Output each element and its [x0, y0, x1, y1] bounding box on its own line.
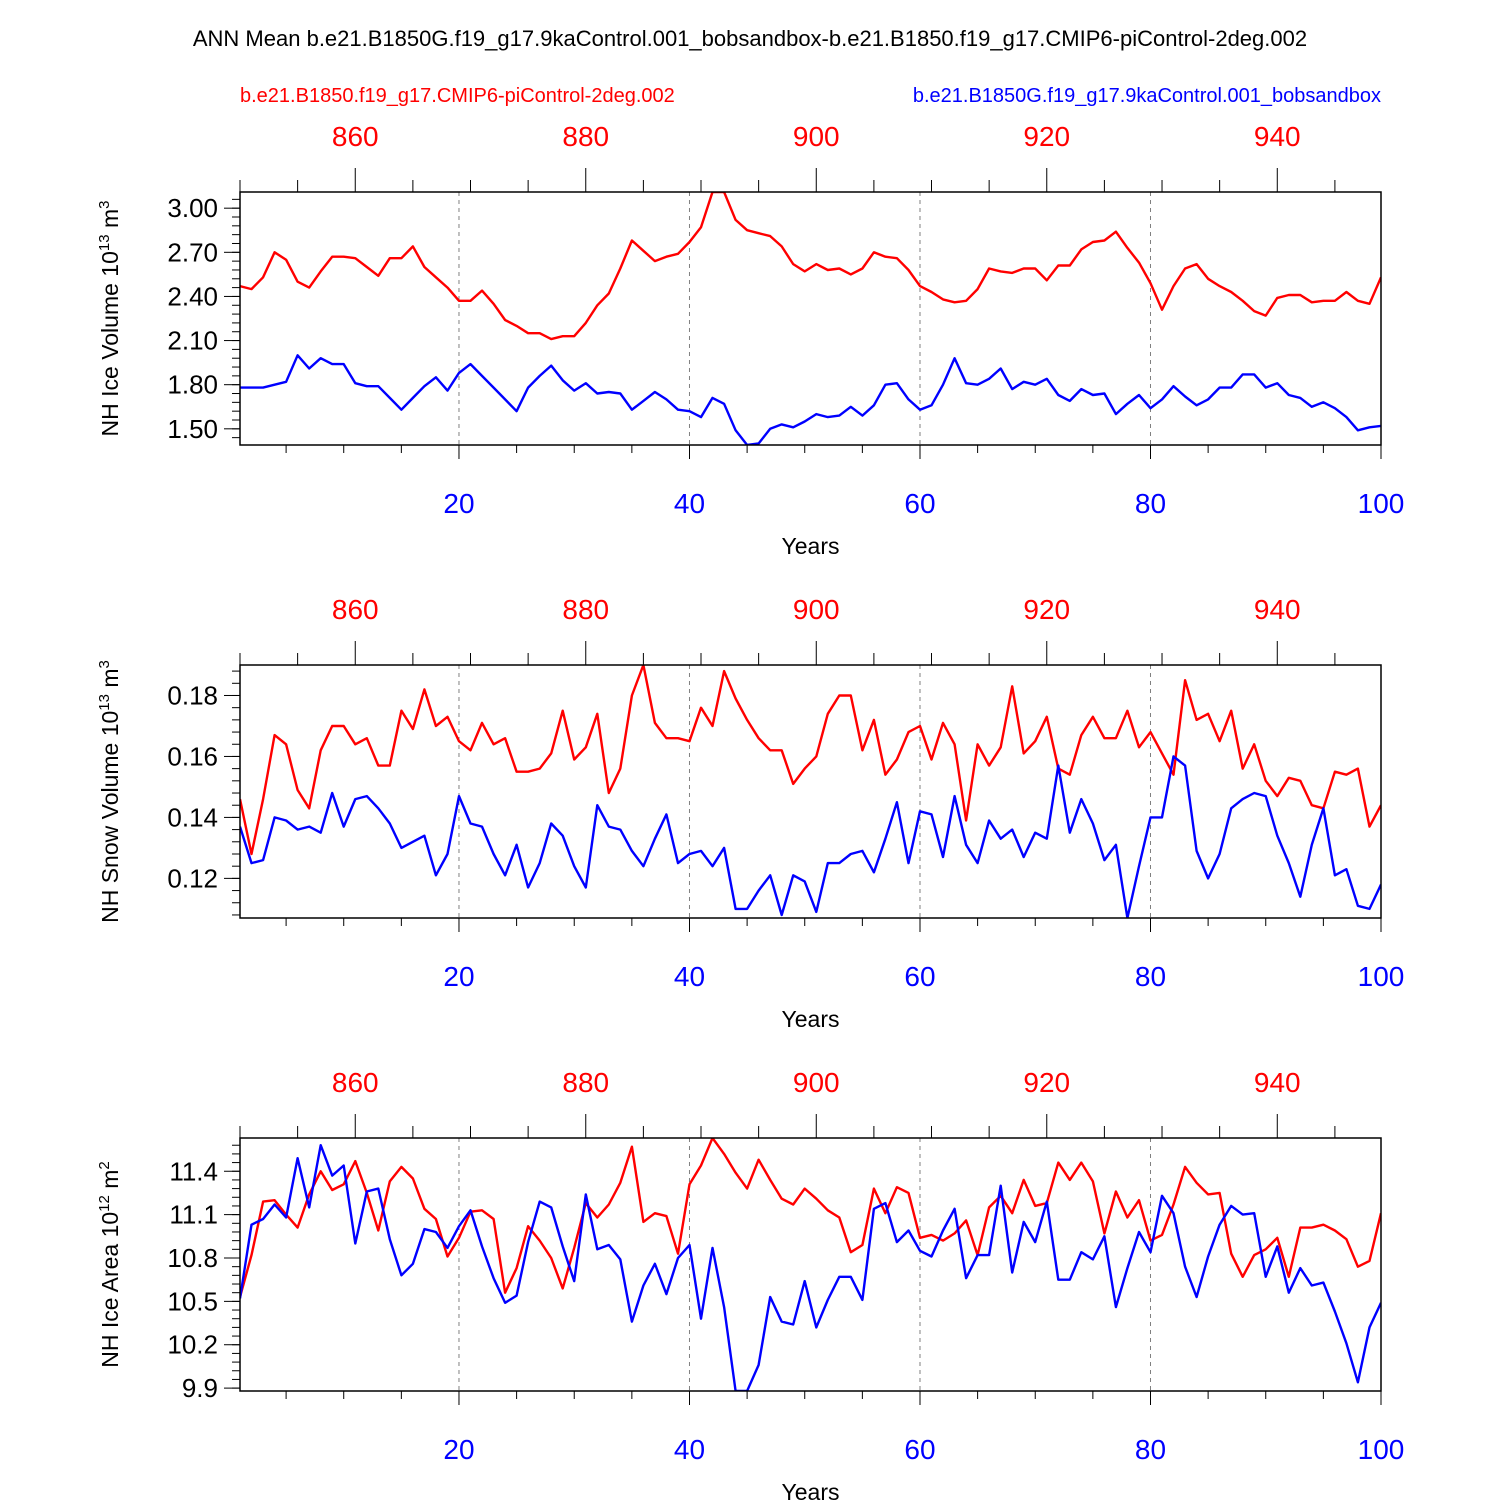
y-tick-label: 3.00: [167, 193, 218, 223]
y-tick-label: 0.16: [167, 741, 218, 771]
chart-panel-3: 9.9 10.2 10.5 10.8 11.1 11.4 20 40 60 80 100 860 880…: [96, 1067, 1404, 1500]
series-line-red: [240, 665, 1381, 856]
x-top-tick-label: 940: [1254, 594, 1301, 625]
y-axis-title-unit: m: [97, 1170, 123, 1196]
plot-frame: [239, 664, 1382, 919]
y-axis-title-unit: m: [97, 209, 123, 235]
x-top-tick-label: 900: [793, 594, 840, 625]
y-tick-label: 1.80: [167, 370, 218, 400]
x-top-tick-label: 920: [1023, 121, 1070, 152]
y-axis-title-exponent: 13: [96, 694, 113, 711]
x-top-tick-label: 940: [1254, 121, 1301, 152]
y-axis-title-text: NH Ice Volume 10: [97, 251, 123, 436]
y-axis-title-unit-exponent: 3: [96, 660, 113, 668]
y-tick-label: 10.5: [167, 1286, 218, 1316]
legend-blue-label: b.e21.B1850G.f19_g17.9kaControl.001_bobs…: [913, 85, 1381, 107]
x-top-tick-label: 880: [562, 1067, 609, 1098]
x-top-tick-label: 920: [1023, 594, 1070, 625]
x-top-tick-label: 940: [1254, 1067, 1301, 1098]
x-tick-label: 20: [443, 961, 474, 992]
y-tick-label: 9.9: [182, 1373, 218, 1403]
y-axis-title: NH Ice Area 1012 m2: [96, 1161, 123, 1368]
y-tick-label: 0.18: [167, 680, 218, 710]
x-top-tick-label: 880: [562, 121, 609, 152]
x-tick-label: 60: [904, 1434, 935, 1465]
x-tick-label: 100: [1358, 961, 1405, 992]
series-line-blue: [240, 755, 1381, 918]
y-axis-title: NH Ice Volume 1013 m3: [96, 201, 123, 437]
plot-frame: [239, 191, 1382, 446]
y-axis-title-exponent: 13: [96, 234, 113, 251]
x-tick-label: 60: [904, 961, 935, 992]
x-tick-label: 80: [1135, 1434, 1166, 1465]
y-tick-label: 11.1: [169, 1200, 218, 1230]
x-top-tick-label: 900: [793, 121, 840, 152]
x-tick-label: 100: [1358, 488, 1405, 519]
x-tick-label: 100: [1358, 1434, 1405, 1465]
series-line-red: [240, 1138, 1381, 1298]
x-tick-label: 20: [443, 1434, 474, 1465]
y-axis-title: NH Snow Volume 1013 m3: [96, 660, 123, 923]
y-tick-label: 1.50: [167, 414, 218, 444]
y-axis-title-text: NH Snow Volume 10: [97, 711, 123, 923]
x-tick-label: 40: [674, 488, 705, 519]
x-top-tick-label: 860: [332, 594, 379, 625]
x-tick-label: 40: [674, 961, 705, 992]
series-line-red: [240, 192, 1381, 341]
y-axis-title-text: NH Ice Area 10: [97, 1212, 123, 1368]
y-tick-label: 0.12: [167, 863, 218, 893]
chart-panels: 1.50 1.80 2.10 2.40 2.70 3.00 20 40 60 80 100 860 88…: [96, 121, 1404, 1500]
y-tick-label: 2.40: [167, 281, 218, 311]
x-top-tick-label: 880: [562, 594, 609, 625]
page-title: ANN Mean b.e21.B1850G.f19_g17.9kaControl…: [193, 26, 1307, 51]
x-axis-title: Years: [782, 533, 840, 559]
y-axis-title-unit-exponent: 2: [96, 1161, 113, 1169]
y-tick-label: 2.70: [167, 237, 218, 267]
y-axis-title-unit: m: [97, 668, 123, 694]
x-tick-label: 20: [443, 488, 474, 519]
y-axis-title-unit-exponent: 3: [96, 201, 113, 209]
x-tick-label: 80: [1135, 961, 1166, 992]
chart-panel-1: 1.50 1.80 2.10 2.40 2.70 3.00 20 40 60 80 100 860 88…: [96, 121, 1404, 559]
y-tick-label: 10.2: [167, 1330, 218, 1360]
x-top-tick-label: 860: [332, 121, 379, 152]
x-top-tick-label: 900: [793, 1067, 840, 1098]
legend-red-label: b.e21.B1850.f19_g17.CMIP6-piControl-2deg…: [240, 85, 675, 107]
y-tick-label: 2.10: [167, 326, 218, 356]
series-line-blue: [240, 354, 1381, 445]
y-tick-label: 10.8: [167, 1243, 218, 1273]
x-top-tick-label: 920: [1023, 1067, 1070, 1098]
y-tick-label: 11.4: [169, 1156, 218, 1186]
x-axis-title: Years: [782, 1479, 840, 1500]
x-tick-label: 80: [1135, 488, 1166, 519]
series-line-blue: [240, 1143, 1381, 1391]
x-tick-label: 40: [674, 1434, 705, 1465]
x-tick-label: 60: [904, 488, 935, 519]
y-tick-label: 0.14: [167, 802, 218, 832]
x-top-tick-label: 860: [332, 1067, 379, 1098]
plot-frame: [239, 1137, 1382, 1392]
x-axis-title: Years: [782, 1006, 840, 1032]
y-axis-title-exponent: 12: [96, 1195, 113, 1212]
chart-panel-2: 0.12 0.14 0.16 0.18 20 40 60 80 100 860 880 900 920 9…: [96, 594, 1404, 1032]
